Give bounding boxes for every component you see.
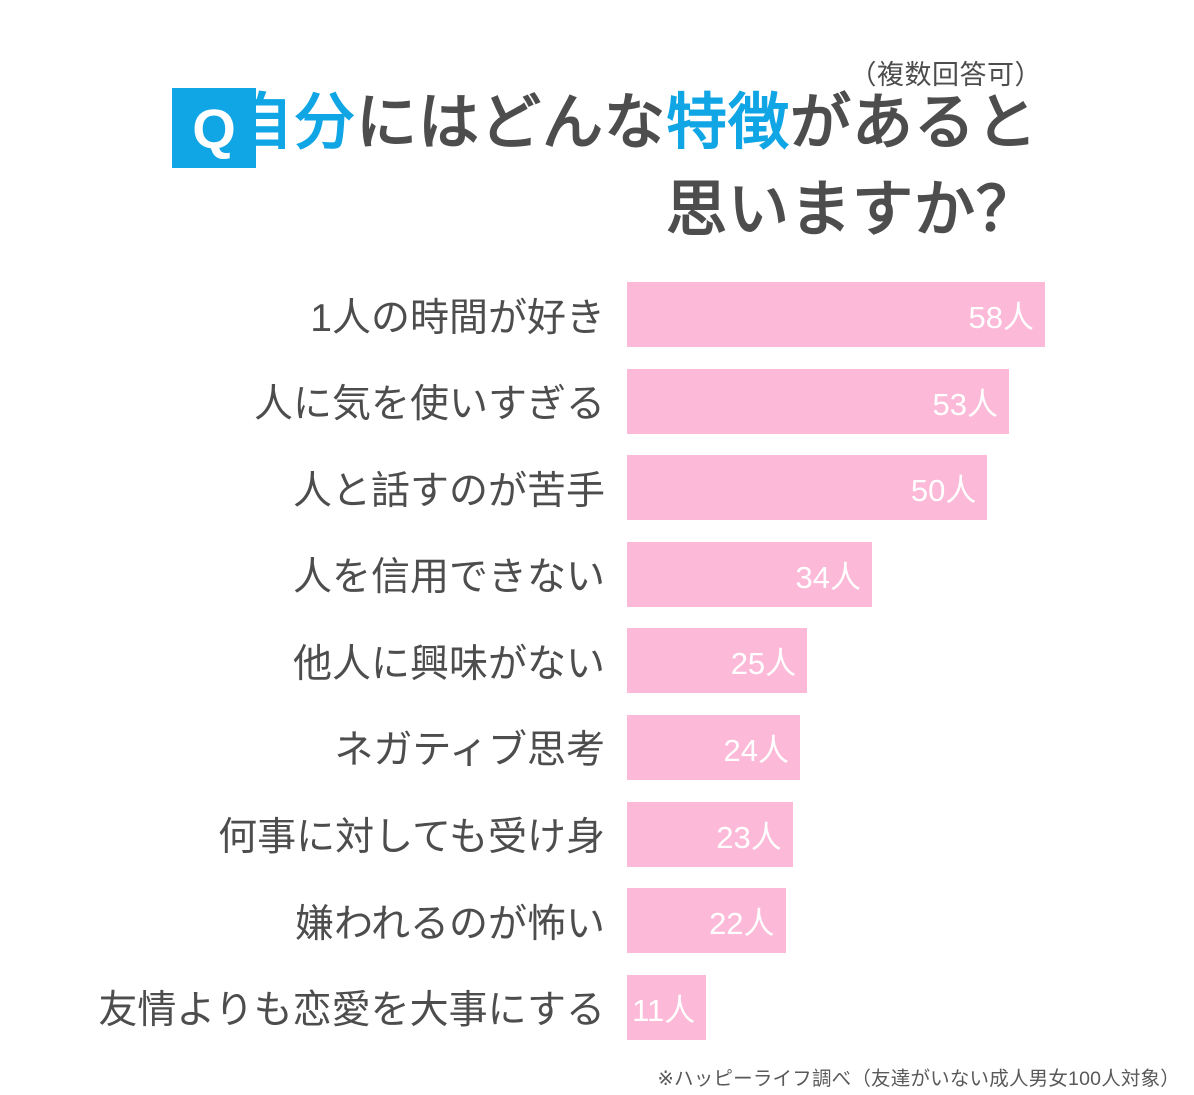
value-label: 23人 <box>716 819 782 855</box>
category-label: 1人の時間が好き <box>310 296 605 340</box>
value-label: 58人 <box>968 300 1034 335</box>
q-badge-letter: Q <box>192 96 236 160</box>
category-label: 人を信用できない <box>292 556 605 600</box>
q-badge: Q <box>172 88 256 168</box>
value-label: 25人 <box>730 646 797 682</box>
bar-row: ネガティブ思考 24人 <box>0 714 1194 780</box>
bar: 11人 <box>627 974 707 1040</box>
value-label: 50人 <box>910 473 977 509</box>
value-label: 22人 <box>709 906 775 942</box>
category-label: 人に気を使いすぎる <box>253 383 605 427</box>
bar-row: 他人に興味がない 25人 <box>0 628 1194 694</box>
category-label: ネガティブ思考 <box>334 729 605 773</box>
bar-row: 人と話すのが苦手 50人 <box>0 455 1194 521</box>
title-text: にはどんな <box>355 88 666 156</box>
title-highlight-jibun: 自分 <box>231 88 356 156</box>
bar: 50人 <box>627 455 988 521</box>
value-label: 34人 <box>795 559 862 595</box>
bar: 53人 <box>627 368 1009 434</box>
bar: 24人 <box>627 714 800 780</box>
category-label: 人と話すのが苦手 <box>292 469 605 513</box>
bar-row: 嫌われるのが怖い 22人 <box>0 888 1194 954</box>
bar-chart: 1人の時間が好き 58人人に気を使いすぎる 53人人と話すのが苦手 50人人を信用でき… <box>0 282 1194 1061</box>
source-note: ※ハッピーライフ調べ（友達がいない成人男女100人対象） <box>657 1068 1180 1090</box>
bar: 34人 <box>627 541 873 607</box>
title-line2: 思いますか？ <box>665 175 1038 243</box>
category-label: 友情よりも恋愛を大事にする <box>98 989 605 1033</box>
title-text: があると <box>789 88 1038 156</box>
bar-row: 1人の時間が好き 58人 <box>0 282 1194 347</box>
category-label: 何事に対しても受け身 <box>218 816 605 860</box>
value-label: 53人 <box>932 386 998 422</box>
title-highlight-tokucho: 特徴 <box>665 88 790 156</box>
bar: 58人 <box>627 282 1045 347</box>
bar-row: 人に気を使いすぎる 53人 <box>0 368 1194 434</box>
category-label: 他人に興味がない <box>292 642 605 686</box>
bar-row: 友情よりも恋愛を大事にする 11人 <box>0 974 1194 1040</box>
value-label: 24人 <box>723 732 789 768</box>
bar: 25人 <box>627 628 808 694</box>
multiple-answers-note: （複数回答可） <box>849 60 1042 90</box>
value-label: 11人 <box>632 992 696 1028</box>
bar-row: 人を信用できない 34人 <box>0 541 1194 607</box>
bar: 23人 <box>627 801 793 867</box>
category-label: 嫌われるのが怖い <box>294 902 605 946</box>
bar: 22人 <box>627 888 786 954</box>
chart-title: 自分にはどんな特徴があると思いますか？ <box>232 79 1038 253</box>
bar-row: 何事に対しても受け身 23人 <box>0 801 1194 867</box>
